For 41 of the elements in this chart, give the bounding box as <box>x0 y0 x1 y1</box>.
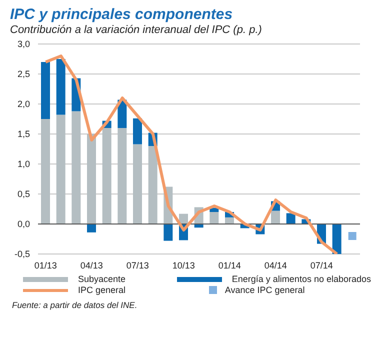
bar <box>41 62 50 119</box>
bar <box>148 146 158 224</box>
bar <box>41 119 50 224</box>
legend-label: Subyacente <box>78 274 126 284</box>
bar <box>225 217 234 224</box>
y-tick-label: -0,5 <box>14 249 30 260</box>
x-tick-label: 07/13 <box>126 260 149 270</box>
line-series <box>44 54 338 254</box>
bar <box>133 144 142 224</box>
x-tick-label: 07/14 <box>310 260 333 270</box>
y-tick-label: 1,0 <box>17 159 30 170</box>
chart-subtitle: Contribución a la variación interanual del IPC (p. p.) <box>10 24 263 36</box>
bar <box>118 128 127 224</box>
legend-label: Energía y alimentos no elaborados <box>232 274 371 284</box>
x-tick-label: 04/13 <box>80 260 103 270</box>
bar <box>56 114 66 224</box>
x-tick-label: 01/13 <box>34 260 57 270</box>
bar <box>133 118 142 144</box>
bar <box>72 111 81 224</box>
bar <box>102 128 112 224</box>
bar <box>87 224 96 232</box>
bar <box>210 212 219 224</box>
x-tick-label: 10/13 <box>172 260 195 270</box>
source-note: Fuente: a partir de datos del INE. <box>12 300 138 310</box>
y-tick-label: 1,5 <box>17 129 30 140</box>
legend-label: Avance IPC general <box>224 285 305 295</box>
bar <box>56 59 66 115</box>
bar <box>271 210 280 224</box>
bar <box>332 224 342 254</box>
x-tick-label: 01/14 <box>218 260 241 270</box>
chart-title: IPC y principales componentes <box>10 6 234 23</box>
bar <box>164 224 173 241</box>
y-tick-label: 2,5 <box>17 69 30 80</box>
y-tick-label: 0,0 <box>17 219 30 230</box>
bar <box>286 213 296 224</box>
y-tick-label: 2,0 <box>17 99 30 110</box>
legend-label: IPC general <box>78 285 126 295</box>
bar <box>87 134 96 224</box>
y-tick-label: 0,5 <box>17 189 30 200</box>
x-tick-label: 04/14 <box>264 260 287 270</box>
y-tick-label: 3,0 <box>17 39 30 50</box>
